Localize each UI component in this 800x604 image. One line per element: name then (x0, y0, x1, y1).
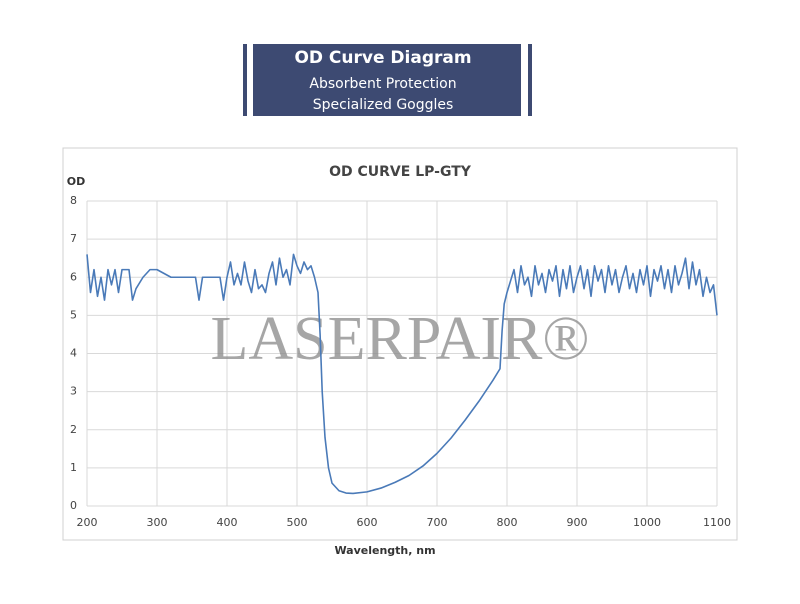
x-tick-label: 200 (77, 516, 98, 529)
y-tick-label: 7 (70, 232, 77, 245)
chart-title: OD CURVE LP-GTY (329, 164, 472, 180)
y-tick-label: 6 (70, 270, 77, 283)
y-tick-label: 2 (70, 423, 77, 436)
od-curve (86, 253, 718, 495)
y-tick-label: 1 (70, 461, 77, 474)
y-tick-label: 0 (70, 499, 77, 512)
x-tick-label: 300 (147, 516, 168, 529)
y-tick-label: 3 (70, 385, 77, 398)
x-axis-label: Wavelength, nm (334, 544, 435, 557)
y-tick-label: 4 (70, 347, 77, 360)
y-axis-label: OD (67, 175, 85, 188)
x-tick-label: 600 (357, 516, 378, 529)
y-tick-label: 5 (70, 308, 77, 321)
x-tick-label: 900 (567, 516, 588, 529)
banner-title: OD Curve Diagram (294, 48, 471, 68)
banner (253, 44, 521, 116)
x-tick-label: 500 (287, 516, 308, 529)
x-tick-label: 700 (427, 516, 448, 529)
chart-frame (62, 147, 738, 541)
x-tick-label: 1100 (703, 516, 731, 529)
watermark: LASERPAIR® (210, 305, 589, 373)
grid (86, 200, 718, 507)
x-tick-label: 800 (497, 516, 518, 529)
y-tick-label: 8 (70, 194, 77, 207)
x-tick-label: 400 (217, 516, 238, 529)
x-tick-label: 1000 (633, 516, 661, 529)
banner-bar (528, 44, 532, 116)
banner-bar (243, 44, 247, 116)
banner-subtitle: Absorbent Protection (309, 76, 456, 92)
banner-subtitle: Specialized Goggles (313, 97, 454, 113)
